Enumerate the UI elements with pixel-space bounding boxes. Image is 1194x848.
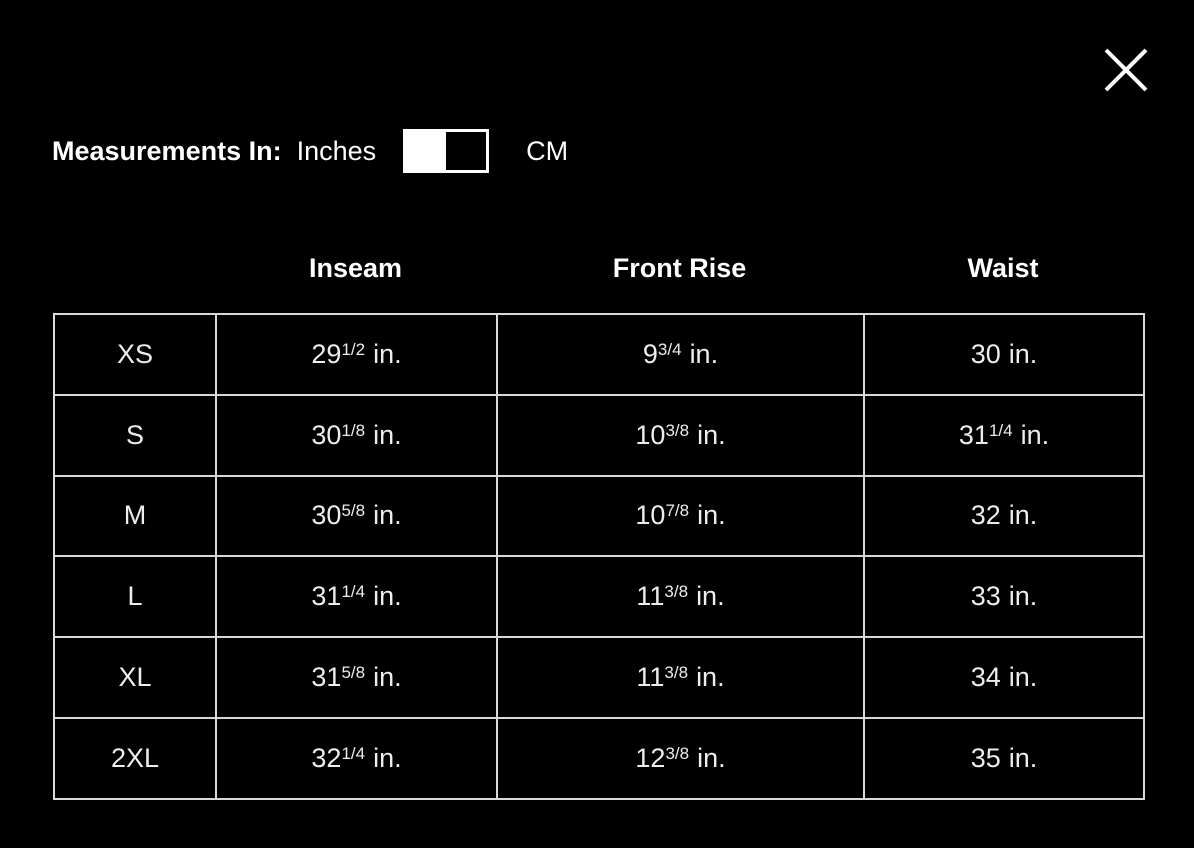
unit-option-cm[interactable]: CM [526,135,569,166]
column-header-waist: Waist [967,252,1039,283]
measurements-in-label: Measurements In: [52,135,282,166]
table-row: 2XL 321/4 in. 123/8 in. 35 in. [53,716,1145,800]
inseam-cell: 305/8 in. [215,474,498,558]
size-cell: L [53,555,217,639]
inseam-cell: 321/4 in. [215,716,498,800]
size-cell: XL [53,636,217,719]
column-header-front-rise: Front Rise [612,252,747,283]
unit-option-inches[interactable]: Inches [296,135,377,166]
measurement-units-row: Measurements In: Inches CM [52,126,568,176]
front-rise-cell: 103/8 in. [496,393,865,477]
inseam-cell: 315/8 in. [215,636,498,719]
size-cell: S [53,393,217,477]
table-row: XS 291/2 in. 93/4 in. 30 in. [53,313,1145,396]
waist-cell: 30 in. [863,313,1145,396]
size-cell: M [53,474,217,558]
waist-cell: 34 in. [863,636,1145,719]
table-row: L 311/4 in. 113/8 in. 33 in. [53,555,1145,639]
table-row: XL 315/8 in. 113/8 in. 34 in. [53,636,1145,719]
column-header-inseam: Inseam [308,252,403,283]
table-row: M 305/8 in. 107/8 in. 32 in. [53,474,1145,558]
close-icon [1100,44,1152,96]
unit-toggle[interactable] [403,129,490,173]
front-rise-cell: 93/4 in. [496,313,865,396]
close-button[interactable] [1098,42,1154,98]
front-rise-cell: 123/8 in. [496,716,865,800]
inseam-cell: 311/4 in. [215,555,498,639]
size-table: XS 291/2 in. 93/4 in. 30 in. S 301/8 in. 103/8 in. 3… [53,313,1145,800]
size-cell: 2XL [53,716,217,800]
waist-cell: 33 in. [863,555,1145,639]
front-rise-cell: 107/8 in. [496,474,865,558]
front-rise-cell: 113/8 in. [496,555,865,639]
size-cell: XS [53,313,217,396]
front-rise-cell: 113/8 in. [496,636,865,719]
size-table-body: XS 291/2 in. 93/4 in. 30 in. S 301/8 in. 103/8 in. 3… [53,313,1145,800]
inseam-cell: 301/8 in. [215,393,498,477]
waist-cell: 311/4 in. [863,393,1145,477]
waist-cell: 32 in. [863,474,1145,558]
column-headers: Inseam Front Rise Waist [53,248,1143,288]
inseam-cell: 291/2 in. [215,313,498,396]
size-chart: Inseam Front Rise Waist XS 291/2 in. 93/4 in… [53,248,1145,800]
waist-cell: 35 in. [863,716,1145,800]
table-row: S 301/8 in. 103/8 in. 311/4 in. [53,393,1145,477]
toggle-knob [406,132,447,170]
